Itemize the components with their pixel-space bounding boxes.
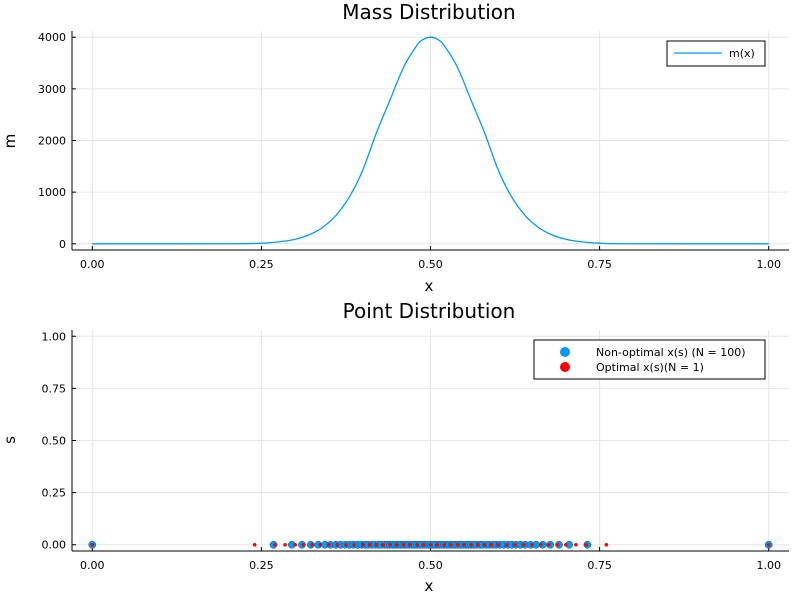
point-optimal	[574, 542, 578, 547]
point-optimal	[394, 542, 399, 547]
point-optimal	[482, 542, 487, 547]
point-optimal	[563, 542, 568, 547]
y-tick-label: 3000	[38, 83, 66, 96]
point-optimal	[462, 542, 467, 547]
point-optimal	[435, 542, 440, 547]
point-plot-legend-box	[533, 339, 766, 380]
point-optimal	[428, 542, 433, 547]
y-tick-label: 1.00	[42, 330, 67, 343]
point-plot-y-ticks: 0.00 0.25 0.50 0.75 1.00	[42, 330, 76, 552]
point-optimal	[469, 542, 473, 547]
y-tick-label: 0	[59, 238, 66, 251]
point-optimal	[252, 542, 257, 547]
point-optimal	[530, 542, 534, 547]
point-plot-y-axis-label: s	[1, 436, 19, 444]
legend-label-m-x: m(x)	[729, 47, 755, 60]
point-optimal	[476, 542, 480, 547]
point-optimal	[442, 542, 446, 547]
point-plot-legend: Non-optimal x(s) (N = 100) Optimal x(s)(…	[533, 339, 766, 380]
point-optimal	[421, 542, 426, 547]
point-optimal	[401, 542, 406, 547]
mass-plot-x-axis-label: x	[425, 277, 434, 295]
point-optimal	[408, 542, 413, 547]
point-optimal	[335, 542, 339, 547]
point-optimal	[381, 542, 385, 547]
point-optimal	[90, 542, 95, 547]
y-tick-label: 0.75	[42, 382, 67, 395]
point-optimal	[555, 542, 560, 547]
point-optimal	[522, 542, 526, 547]
point-optimal	[496, 542, 500, 547]
point-optimal	[489, 542, 494, 547]
point-optimal	[388, 542, 392, 547]
mass-plot-legend: m(x)	[666, 40, 766, 67]
point-optimal	[283, 542, 287, 547]
y-tick-label: 0.00	[42, 539, 67, 552]
mass-plot-title: Mass Distribution	[342, 0, 515, 24]
legend-label-non-optimal: Non-optimal x(s) (N = 100)	[596, 346, 746, 359]
mass-plot-series	[92, 36, 769, 245]
point-optimal	[604, 542, 609, 547]
point-optimal	[310, 542, 314, 547]
point-optimal	[327, 542, 331, 547]
point-plot-title: Point Distribution	[343, 299, 516, 323]
point-plot-x-ticks: 0.00 0.25 0.50 0.75 1.00	[80, 547, 781, 572]
x-tick-label: 0.50	[418, 258, 443, 271]
point-optimal	[374, 542, 379, 547]
x-tick-label: 0.00	[80, 258, 105, 271]
x-tick-label: 0.75	[587, 559, 612, 572]
point-optimal	[301, 542, 306, 547]
point-optimal	[584, 542, 588, 547]
y-tick-label: 0.25	[42, 487, 67, 500]
point-optimal	[361, 542, 365, 547]
point-optimal	[455, 542, 460, 547]
x-tick-label: 0.50	[418, 559, 443, 572]
y-tick-label: 1000	[38, 186, 66, 199]
y-tick-label: 4000	[38, 31, 66, 44]
x-tick-label: 0.00	[80, 559, 105, 572]
point-optimal	[448, 542, 453, 547]
legend-marker-optimal	[560, 362, 570, 372]
mass-plot-y-axis-label: m	[1, 134, 19, 149]
point-optimal	[352, 542, 356, 547]
point-optimal	[513, 542, 517, 547]
x-tick-label: 0.25	[249, 258, 274, 271]
point-optimal	[293, 542, 298, 547]
point-optimal	[415, 542, 419, 547]
mass-plot-y-ticks: 0 1000 2000 3000 4000	[38, 31, 76, 251]
point-optimal	[505, 542, 509, 547]
point-plot-series	[88, 540, 773, 549]
point-optimal	[273, 542, 277, 547]
x-tick-label: 1.00	[756, 258, 781, 271]
point-plot-x-axis-label: x	[425, 577, 434, 595]
point-optimal	[766, 542, 771, 547]
legend-marker-non-optimal	[560, 347, 570, 357]
point-optimal	[318, 542, 323, 547]
y-tick-label: 2000	[38, 135, 66, 148]
legend-label-optimal: Optimal x(s)(N = 1)	[596, 361, 704, 374]
mass-distribution-plot: Mass Distribution 0.00 0.25 0.50 0.75 1.00 0…	[1, 0, 789, 295]
point-optimal	[547, 542, 551, 547]
x-tick-label: 0.75	[587, 258, 612, 271]
point-optimal	[538, 542, 543, 547]
point-distribution-plot: Point Distribution 0.00 0.25 0.50 0.75 1.00 …	[1, 299, 789, 595]
point-optimal	[344, 542, 348, 547]
mass-plot-x-ticks: 0.00 0.25 0.50 0.75 1.00	[80, 246, 781, 271]
y-tick-label: 0.50	[42, 435, 67, 448]
x-tick-label: 0.25	[249, 559, 274, 572]
series-line-m-x	[92, 36, 769, 245]
x-tick-label: 1.00	[756, 559, 781, 572]
point-optimal	[367, 542, 372, 547]
